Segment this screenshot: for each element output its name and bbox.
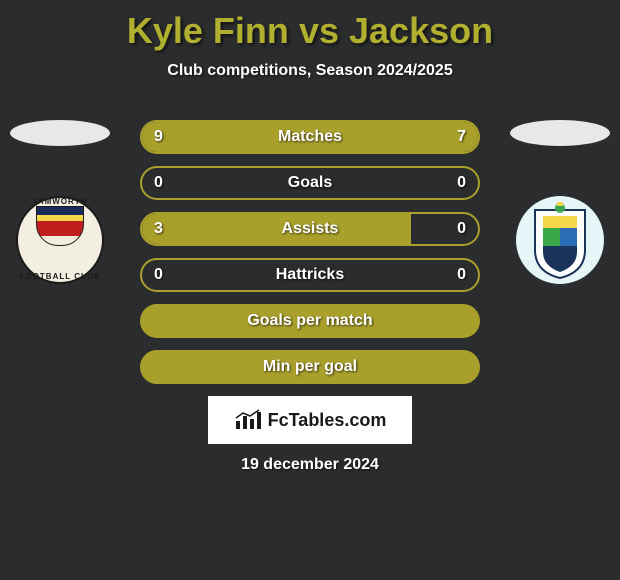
chart-icon (234, 409, 262, 431)
stat-row: Matches9 7 (140, 120, 480, 154)
stat-label: Assists (142, 214, 478, 244)
stat-value-left: 0 (154, 168, 163, 198)
stat-value-right: 0 (457, 214, 466, 244)
stat-label: Min per goal (142, 352, 478, 382)
stat-value-left: 3 (154, 214, 163, 244)
player-left-avatar (10, 120, 110, 146)
stat-label: Hattricks (142, 260, 478, 290)
date-label: 19 december 2024 (0, 456, 620, 474)
stat-row: Goals per match (140, 304, 480, 338)
player-left-column: TAMWORTH FOOTBALL CLUB (10, 120, 110, 284)
player-right-badge (516, 196, 604, 284)
stat-row: Goals0 0 (140, 166, 480, 200)
stat-value-right: 7 (457, 122, 466, 152)
stat-value-right: 0 (457, 260, 466, 290)
stat-label: Goals per match (142, 306, 478, 336)
player-right-avatar (510, 120, 610, 146)
player-right-column (510, 120, 610, 284)
stat-value-left: 9 (154, 122, 163, 152)
title-player1: Kyle Finn (127, 10, 289, 51)
shield-icon (525, 200, 595, 280)
subtitle: Club competitions, Season 2024/2025 (0, 62, 620, 80)
site-logo: FcTables.com (208, 396, 412, 444)
player-left-badge: TAMWORTH FOOTBALL CLUB (16, 196, 104, 284)
stat-row: Min per goal (140, 350, 480, 384)
stat-value-left: 0 (154, 260, 163, 290)
stat-value-right: 0 (457, 168, 466, 198)
title-player2: Jackson (349, 10, 493, 51)
title-vs: vs (299, 10, 339, 51)
stat-label: Matches (142, 122, 478, 152)
badge-left-top-text: TAMWORTH (33, 197, 88, 206)
page-title: Kyle Finn vs Jackson (0, 0, 620, 52)
stat-label: Goals (142, 168, 478, 198)
badge-left-bottom-text: FOOTBALL CLUB (20, 272, 101, 281)
site-logo-text: FcTables.com (268, 410, 387, 431)
stat-row: Hattricks0 0 (140, 258, 480, 292)
stat-bars: Matches97Goals00Assists30Hattricks00Goal… (140, 120, 480, 396)
stat-row: Assists3 0 (140, 212, 480, 246)
